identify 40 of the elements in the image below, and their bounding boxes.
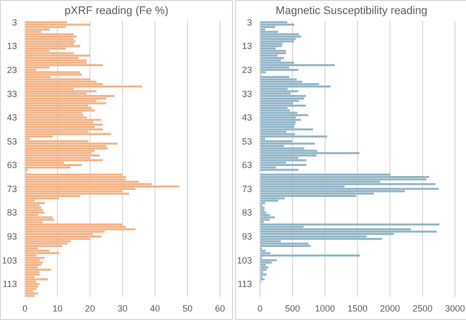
x-tick-label: 2000 [380,303,400,314]
x-tick-label: 0 [257,303,263,314]
x-tick-label: 0 [22,303,28,314]
y-tick-label: 63 [6,160,17,170]
y-tick-label: 73 [242,184,252,194]
y-tick-label: 53 [6,136,17,146]
y-tick-label: 33 [6,88,17,99]
y-tick-label: 33 [242,88,252,99]
x-tick-label: 40 [150,303,160,314]
y-tick-label: 63 [242,160,252,170]
x-tick-label: 1500 [347,303,368,314]
x-tick-label: 60 [214,303,226,314]
x-tick-label: 3000 [444,303,466,314]
chart-title: pXRF reading (Fe %) [64,4,170,19]
y-tick-label: 113 [238,279,252,290]
y-tick-label: 13 [242,41,252,52]
x-tick-label: 20 [84,303,96,314]
y-tick-label: 113 [2,279,17,290]
y-tick-label: 3 [246,17,252,28]
y-tick-label: 43 [6,112,17,123]
y-tick-label: 93 [242,232,252,242]
x-tick-label: 10 [52,303,63,314]
y-tick-label: 83 [242,208,252,218]
y-tick-label: 43 [242,112,252,123]
y-tick-label: 103 [236,255,252,266]
x-tick-label: 2500 [412,303,433,314]
x-tick-label: 30 [117,303,128,314]
chart-title: Magnetic Susceptibility reading [274,4,428,19]
y-tick-label: 3 [12,17,17,28]
y-tick-label: 93 [6,232,17,242]
y-tick-label: 73 [6,184,17,194]
y-tick-label: 103 [2,255,17,266]
x-tick-label: 1000 [314,303,336,314]
y-tick-label: 83 [6,208,17,218]
y-tick-label: 13 [6,41,17,52]
y-tick-label: 23 [6,64,17,75]
y-tick-label: 23 [242,64,252,75]
y-tick-label: 53 [242,136,252,146]
x-tick-label: 500 [284,303,300,314]
x-tick-label: 50 [182,303,193,314]
